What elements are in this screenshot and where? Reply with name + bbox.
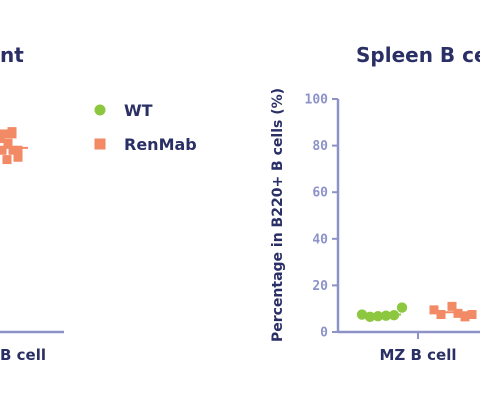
right-panel: Spleen B ce Percentage in B220+ B cells …	[270, 43, 480, 364]
left-panel-title: nt	[0, 43, 24, 67]
renmab-point	[436, 310, 446, 320]
right-axes: 0 20 40 60 80 100	[305, 93, 480, 341]
legend-wt-label: WT	[124, 101, 153, 120]
y-tick-label: 60	[312, 186, 328, 201]
legend: WT RenMab	[94, 101, 197, 154]
left-renmab-point	[8, 145, 18, 155]
renmab-point	[467, 310, 477, 320]
left-renmab-point	[0, 134, 5, 144]
legend-renmab-marker	[94, 138, 106, 150]
y-tick-label: 0	[320, 326, 328, 341]
y-tick-label: 80	[312, 139, 328, 154]
left-renmab-point	[7, 129, 17, 139]
left-data-points	[0, 127, 28, 165]
right-data-points	[356, 301, 477, 323]
left-renmab-point	[3, 138, 13, 148]
left-x-category-label: B cell	[0, 346, 46, 364]
renmab-point	[453, 308, 463, 318]
right-x-category-label: MZ B cell	[379, 346, 456, 364]
left-panel: nt B cell	[0, 43, 64, 364]
left-renmab-point	[0, 145, 7, 155]
left-renmab-point	[0, 129, 8, 139]
y-tick-label: 100	[305, 93, 329, 108]
legend-wt-marker	[94, 104, 106, 116]
legend-renmab-label: RenMab	[124, 135, 197, 154]
renmab-point	[460, 312, 470, 322]
renmab-point	[429, 305, 439, 315]
y-axis-label: Percentage in B220+ B cells (%)	[270, 88, 286, 342]
renmab-point	[447, 301, 457, 311]
left-renmab-point	[13, 152, 23, 162]
right-panel-title: Spleen B ce	[356, 43, 480, 67]
y-tick-label: 20	[312, 279, 328, 294]
wt-point	[380, 310, 392, 321]
y-tick-label: 40	[312, 232, 328, 247]
left-renmab-point	[13, 145, 23, 155]
wt-point	[396, 302, 408, 313]
left-renmab-point	[2, 155, 12, 165]
